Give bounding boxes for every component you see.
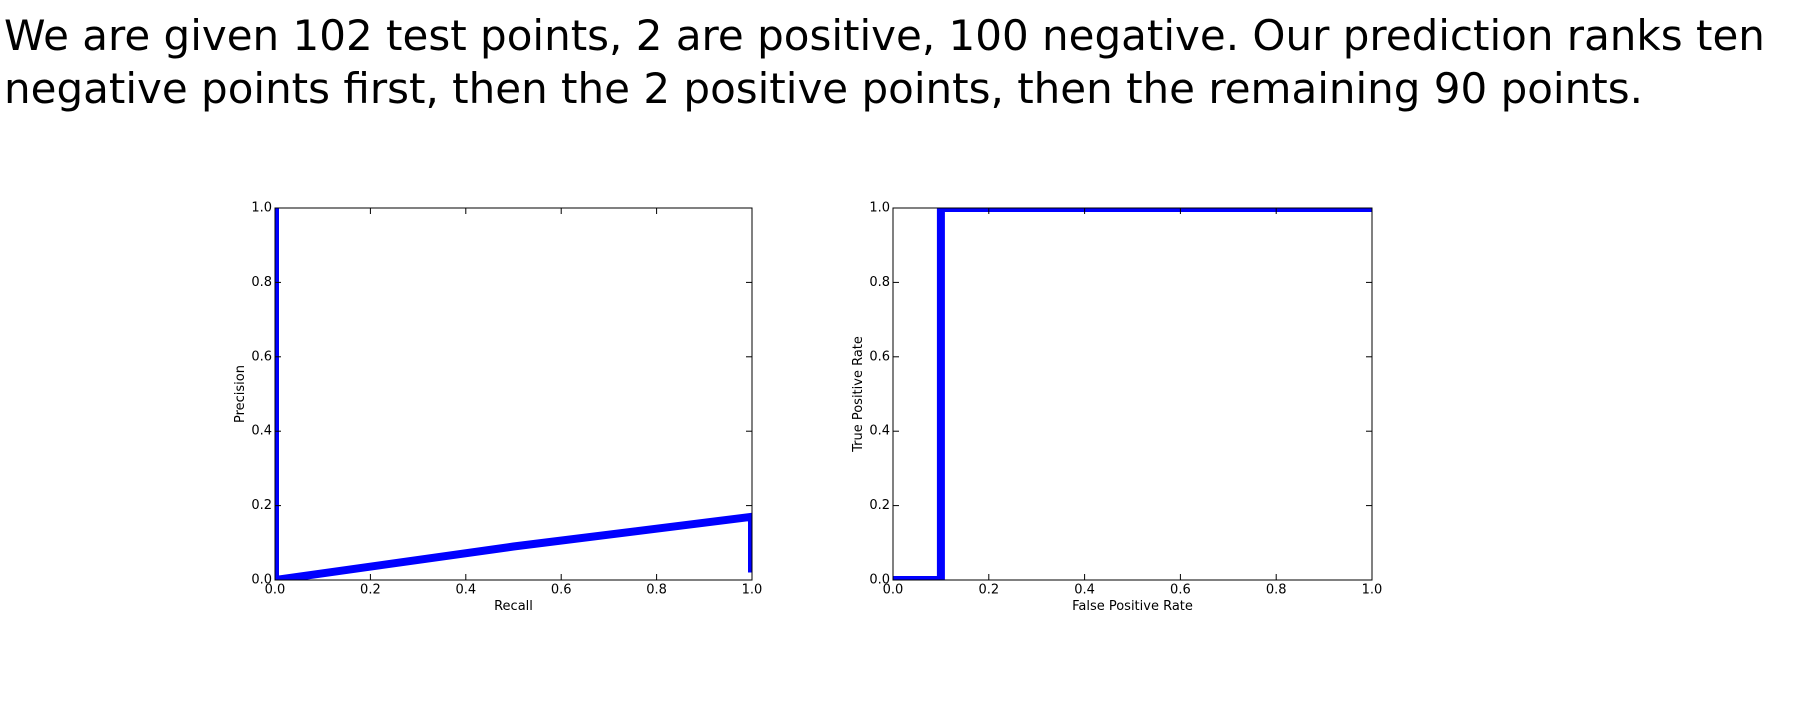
x-tick-label: 0.8 (646, 583, 667, 598)
data-line (275, 208, 752, 580)
chart: 0.0 0.2 0.4 0.6 0.8 1.0 0.0 0.2 0.4 0.6 0.8 1.0 Fals… (851, 201, 1382, 615)
slide-text: negative points first, then the 2 positi… (4, 64, 1643, 113)
y-tick-label: 0.6 (869, 349, 890, 364)
y-tick-label: 0.2 (251, 498, 272, 513)
x-tick-label: 0.4 (1074, 583, 1095, 598)
plot-frame (892, 207, 1373, 581)
y-tick-label: 0.6 (251, 349, 272, 364)
y-axis-label: Precision (233, 365, 248, 423)
x-axis-label: False Positive Rate (1072, 599, 1193, 614)
chart: 0.0 0.2 0.4 0.6 0.8 1.0 0.0 0.2 0.4 0.6 0.8 1.0 Reca… (233, 201, 762, 615)
x-tick-label: 0.4 (455, 583, 476, 598)
y-tick-label: 0.4 (251, 424, 272, 439)
y-tick-label: 0.8 (869, 275, 890, 290)
y-tick-label: 0.0 (251, 573, 272, 588)
slide-text: We are given 102 test points, 2 are posi… (4, 11, 1765, 60)
x-tick-label: 0.2 (978, 583, 999, 598)
x-tick-label: 1.0 (742, 583, 763, 598)
x-tick-label: 1.0 (1362, 583, 1383, 598)
plot-frame (274, 207, 753, 581)
y-tick-label: 0.8 (251, 275, 272, 290)
data-line (893, 208, 1372, 580)
x-tick-label: 0.6 (1170, 583, 1191, 598)
x-tick-label: 0.8 (1266, 583, 1287, 598)
y-tick-label: 0.0 (869, 573, 890, 588)
x-tick-label: 0.0 (265, 583, 286, 598)
y-tick-label: 0.4 (869, 424, 890, 439)
x-axis-label: Recall (494, 599, 533, 614)
y-axis-label: True Positive Rate (851, 336, 866, 453)
y-tick-label: 1.0 (869, 201, 890, 216)
y-tick-label: 1.0 (251, 201, 272, 216)
x-tick-label: 0.6 (551, 583, 572, 598)
x-tick-label: 0.2 (360, 583, 381, 598)
y-tick-label: 0.2 (869, 498, 890, 513)
x-tick-label: 0.0 (883, 583, 904, 598)
